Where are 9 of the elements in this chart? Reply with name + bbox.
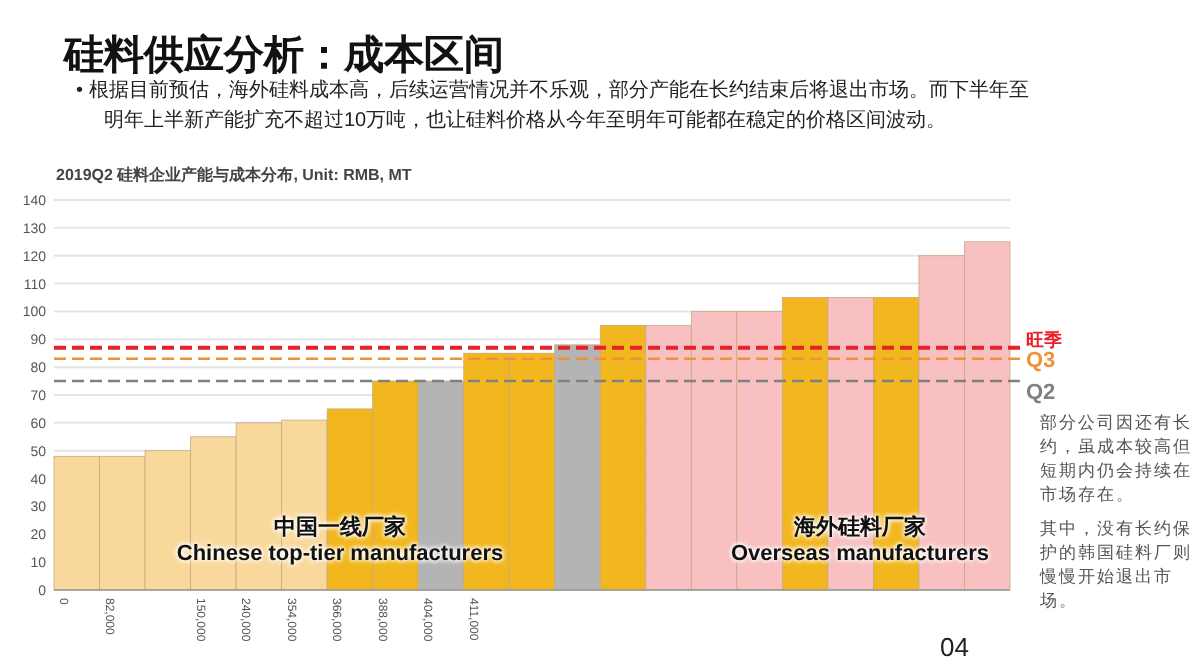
y-axis-title: 2019Q2 硅料企业产能与成本分布, Unit: RMB, MT (56, 164, 412, 186)
ref-line-label: Q2 (1026, 381, 1056, 406)
chart-subtitle: • 根据目前预估，海外硅料成本高，后续运营情况并不乐观，部分产能在长约结束后将退出市场。而下半年至明年上半新产能扩充不超过10万吨，也让硅料价格从今年至明年可能都在稳定的价格区间波动。 (76, 77, 1031, 136)
ref-line-label: Q3 (1026, 348, 1056, 373)
text: 其中，没有长约保护的韩国硅料厂则慢慢开始退出市场。 (1040, 516, 1192, 612)
text: 04 (940, 632, 969, 662)
text: 部分公司因还有长约，虽成本较高但短期内仍会持续在市场存在。 (1040, 410, 1192, 506)
chart-title: 硅料供应分析：成本区间 (64, 31, 504, 79)
ref-line-label: 旺季 (1026, 329, 1064, 350)
